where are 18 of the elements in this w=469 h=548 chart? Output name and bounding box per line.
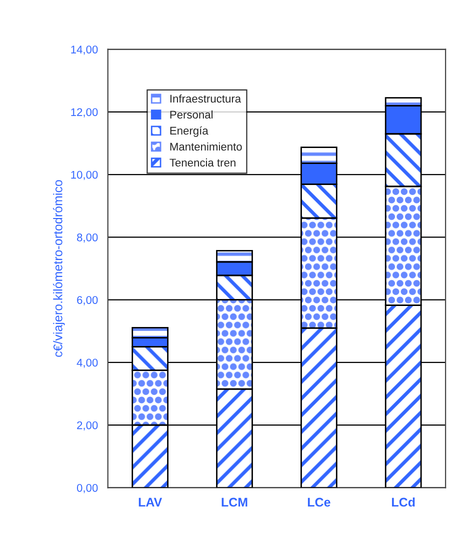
- y-tick-label: 4,00: [76, 358, 98, 368]
- y-tick-label: 12,00: [71, 108, 98, 118]
- y-tick-label: 10,00: [71, 170, 98, 180]
- y-tick-label: 14,00: [71, 46, 98, 55]
- x-tick-label: LCM: [222, 498, 248, 507]
- x-tick-label: LCe: [308, 498, 330, 507]
- x-tick-label: LAV: [138, 498, 162, 506]
- x-tick-label: LCd: [392, 497, 415, 507]
- legend-label: Personal: [170, 110, 213, 119]
- y-tick-label: 2,00: [77, 421, 98, 431]
- y-tick-label: 0,00: [76, 484, 98, 494]
- legend-label: Infraestructura: [170, 94, 242, 103]
- y-tick-label: 6,00: [77, 296, 98, 306]
- legend-label: Tenencia tren: [170, 158, 236, 167]
- legend-label: Energía: [170, 126, 208, 137]
- y-tick-label: 8,00: [77, 233, 98, 243]
- legend-label: Mantenimiento: [170, 142, 242, 151]
- y-axis-title: c€/viajero.kilómetro-ortodrómico: [52, 180, 65, 357]
